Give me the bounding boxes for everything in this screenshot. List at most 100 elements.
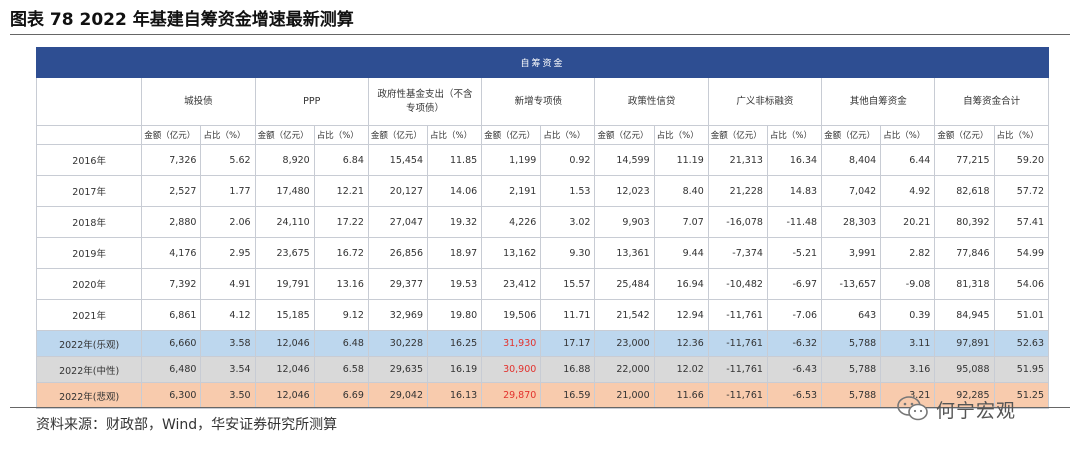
share-cell: 6.48	[313, 330, 369, 357]
share-cell: 16.25	[427, 330, 483, 357]
row-label: 2022年(中性)	[35, 356, 143, 383]
share-cell: 16.88	[540, 356, 596, 383]
amount-cell: 17,480	[254, 175, 315, 207]
share-cell: 19.53	[427, 268, 483, 300]
table-row: 2022年(乐观) 6,660 3.58 12,046 6.48 30,228 16.25 3…	[35, 330, 1050, 357]
footer-divider	[10, 407, 1070, 408]
amount-header: 金额（亿元）	[594, 125, 655, 145]
share-cell: 3.02	[540, 206, 596, 238]
amount-cell: -11,761	[707, 330, 768, 357]
share-cell: 3.50	[200, 382, 256, 409]
share-cell: 12.21	[313, 175, 369, 207]
share-cell: 11.71	[540, 299, 596, 331]
share-cell: 8.40	[653, 175, 709, 207]
share-cell: 57.41	[993, 206, 1050, 238]
share-cell: 3.16	[880, 356, 936, 383]
amount-cell: 22,000	[594, 356, 655, 383]
share-cell: 12.94	[653, 299, 709, 331]
amount-cell: 31,930	[481, 330, 542, 357]
share-header: 占比（%）	[993, 125, 1050, 145]
share-cell: 12.02	[653, 356, 709, 383]
category-header: 城投债	[141, 77, 256, 126]
amount-cell: 6,300	[141, 382, 202, 409]
amount-cell: 19,506	[481, 299, 542, 331]
amount-cell: 82,618	[934, 175, 995, 207]
share-cell: 20.21	[880, 206, 936, 238]
share-cell: 12.36	[653, 330, 709, 357]
share-header: 占比（%）	[766, 125, 823, 145]
share-cell: 4.12	[200, 299, 256, 331]
amount-cell: -11,761	[707, 382, 768, 409]
amount-cell: 30,228	[367, 330, 429, 357]
share-cell: 51.25	[993, 382, 1050, 409]
watermark-text: 何宁宏观	[936, 399, 1017, 422]
amount-cell: 19,791	[254, 268, 315, 300]
amount-cell: 5,788	[821, 382, 882, 409]
amount-cell: 21,000	[594, 382, 655, 409]
row-label: 2019年	[35, 237, 143, 269]
amount-cell: -11,761	[707, 299, 768, 331]
corner-cell	[35, 77, 143, 126]
amount-cell: 77,215	[934, 144, 995, 176]
share-cell: 14.06	[427, 175, 483, 207]
share-cell: -6.97	[766, 268, 823, 300]
amount-cell: 30,900	[481, 356, 542, 383]
amount-cell: 21,542	[594, 299, 655, 331]
share-cell: 52.63	[993, 330, 1050, 357]
amount-cell: 8,404	[821, 144, 882, 176]
share-cell: 54.06	[993, 268, 1050, 300]
share-cell: 7.07	[653, 206, 709, 238]
table-row: 2019年 4,176 2.95 23,675 16.72 26,856 18.97 13,1…	[35, 237, 1050, 269]
wechat-icon	[897, 396, 928, 421]
share-cell: 16.19	[427, 356, 483, 383]
band-header: 自筹资金	[36, 47, 1049, 78]
category-header: 新增专项债	[481, 77, 596, 126]
share-cell: 16.59	[540, 382, 596, 409]
share-header: 占比（%）	[427, 125, 483, 145]
share-cell: 4.91	[200, 268, 256, 300]
share-cell: 16.94	[653, 268, 709, 300]
watermark: 何宁宏观	[896, 395, 1016, 423]
amount-cell: 15,185	[254, 299, 315, 331]
share-cell: 54.99	[993, 237, 1050, 269]
amount-cell: 12,046	[254, 356, 315, 383]
share-cell: 19.80	[427, 299, 483, 331]
sub-header-row: 金额（亿元） 占比（%） 金额（亿元） 占比（%） 金额（亿元） 占比（%） 金额（亿元）占…	[35, 125, 1050, 145]
amount-cell: -11,761	[707, 356, 768, 383]
share-cell: 11.19	[653, 144, 709, 176]
share-cell: 3.21	[880, 382, 936, 409]
amount-cell: 95,088	[934, 356, 995, 383]
share-header: 占比（%）	[313, 125, 369, 145]
share-cell: 4.92	[880, 175, 936, 207]
category-header-row: 城投债 PPP 政府性基金支出（不含专项债） 新增专项债 政策性信贷 广义非标融资 其他自筹…	[35, 77, 1049, 126]
share-cell: 11.66	[653, 382, 709, 409]
amount-header: 金额（亿元）	[254, 125, 315, 145]
share-cell: 1.53	[540, 175, 596, 207]
row-label: 2016年	[35, 144, 143, 176]
amount-header: 金额（亿元）	[821, 125, 882, 145]
table-row: 2018年 2,880 2.06 24,110 17.22 27,047 19.32 4,22…	[35, 206, 1050, 238]
amount-cell: 13,162	[481, 237, 542, 269]
amount-cell: -10,482	[707, 268, 768, 300]
amount-cell: 24,110	[254, 206, 315, 238]
row-label: 2022年(乐观)	[35, 330, 143, 357]
share-cell: -9.08	[880, 268, 936, 300]
amount-cell: 12,046	[254, 330, 315, 357]
amount-cell: 26,856	[367, 237, 429, 269]
amount-cell: 643	[821, 299, 882, 331]
amount-cell: 1,199	[481, 144, 542, 176]
amount-cell: 25,484	[594, 268, 655, 300]
amount-cell: 6,480	[141, 356, 202, 383]
share-cell: 2.95	[200, 237, 256, 269]
category-header: PPP	[254, 77, 369, 126]
share-cell: 19.32	[427, 206, 483, 238]
share-cell: -5.21	[766, 237, 823, 269]
share-cell: 6.44	[880, 144, 936, 176]
share-cell: 18.97	[427, 237, 483, 269]
share-cell: 16.34	[766, 144, 823, 176]
category-header: 广义非标融资	[707, 77, 823, 126]
figure-title: 图表 78 2022 年基建自筹资金增速最新测算	[10, 6, 1070, 35]
amount-cell: 23,412	[481, 268, 542, 300]
amount-header: 金额（亿元）	[707, 125, 768, 145]
share-cell: 6.58	[313, 356, 369, 383]
